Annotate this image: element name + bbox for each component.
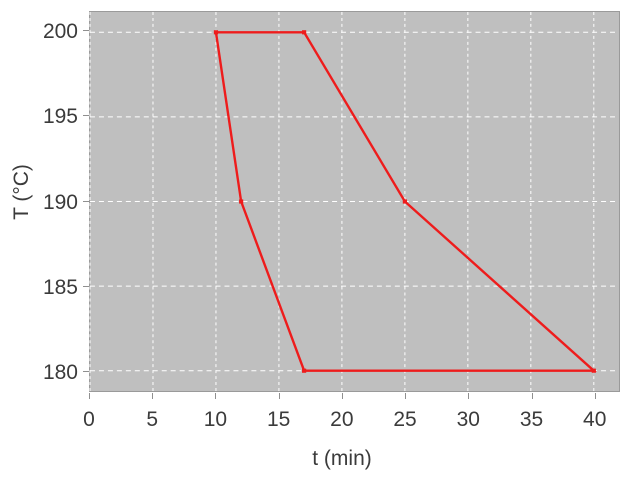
data-series-line	[213, 30, 597, 373]
x-tick-label: 40	[583, 408, 607, 431]
x-tick-mark	[405, 393, 407, 399]
y-tick-mark	[83, 30, 89, 32]
x-tick-label: 15	[266, 408, 291, 431]
x-tick-label: 35	[519, 408, 544, 431]
x-tick-label: 20	[330, 408, 354, 431]
x-tick-label: 30	[456, 408, 480, 431]
data-point-marker	[239, 199, 244, 204]
x-tick-mark	[341, 393, 343, 399]
y-tick-mark	[83, 200, 89, 202]
y-tick-mark	[83, 115, 89, 117]
x-tick-mark	[531, 393, 533, 399]
y-tick-label: 195	[42, 105, 78, 129]
y-axis-title: T (°C)	[10, 164, 33, 220]
plot-area	[89, 11, 620, 392]
y-tick-label: 190	[42, 190, 78, 214]
data-point-marker	[302, 30, 307, 35]
data-point-marker	[302, 368, 307, 373]
data-point-marker	[213, 30, 219, 35]
y-tick-label: 180	[42, 360, 78, 384]
x-tick-label: 5	[146, 408, 159, 431]
x-axis-title-label: t (min)	[312, 447, 372, 470]
x-tick-mark	[89, 393, 90, 399]
x-tick-mark	[278, 393, 280, 399]
x-tick-label: 0	[83, 408, 95, 431]
y-tick-mark	[83, 370, 89, 372]
x-tick-label: 25	[393, 408, 417, 431]
x-tick-mark	[215, 393, 217, 399]
x-tick-mark	[594, 393, 596, 399]
x-tick-mark	[468, 393, 470, 399]
x-tick-mark	[152, 393, 154, 399]
x-axis-title: t (min)	[0, 447, 640, 471]
data-point-marker	[402, 199, 407, 204]
y-tick-label: 200	[42, 20, 78, 44]
y-tick-mark	[83, 285, 89, 287]
y-tick-label: 185	[42, 275, 78, 299]
x-tick-label: 10	[203, 408, 228, 431]
data-point-marker	[591, 368, 596, 373]
